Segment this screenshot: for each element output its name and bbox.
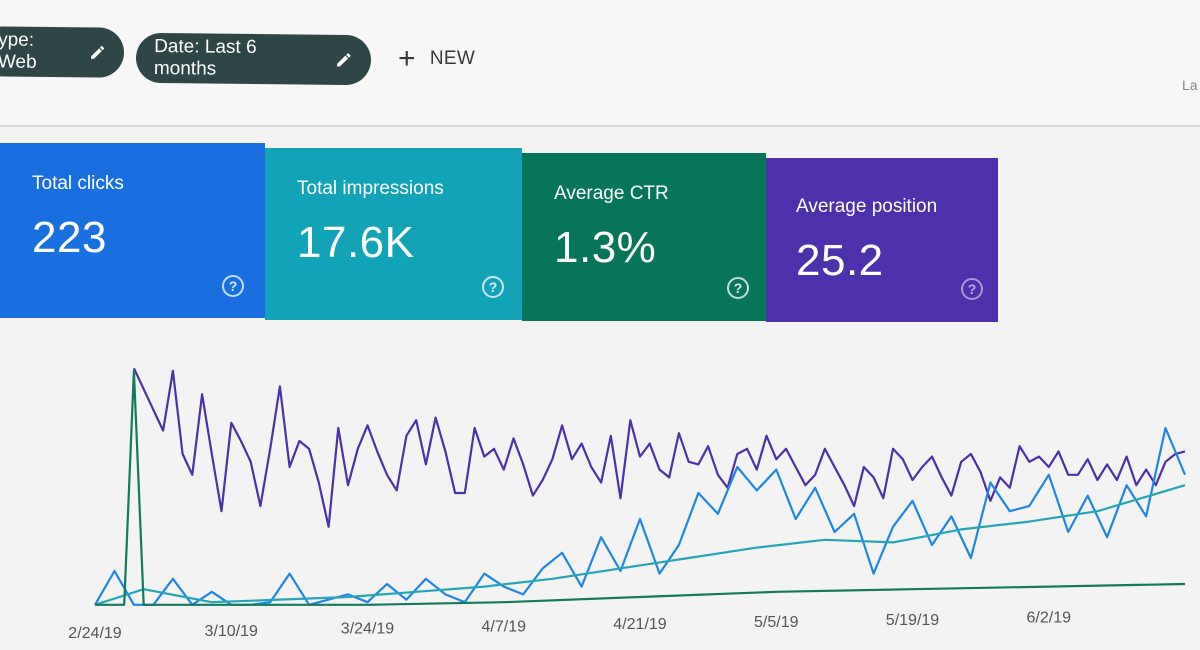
question-mark-circle-icon[interactable]: ? xyxy=(727,277,749,299)
metric-label: Total impressions xyxy=(297,178,444,199)
x-tick-label: 5/5/19 xyxy=(754,614,799,631)
type-filter-chip[interactable]: ype: Web xyxy=(0,26,125,78)
pencil-icon[interactable] xyxy=(89,43,106,61)
pencil-icon[interactable] xyxy=(335,51,353,69)
metric-label: Total clicks xyxy=(32,173,124,194)
series-line-3 xyxy=(95,369,1186,606)
metric-label: Average CTR xyxy=(554,183,669,204)
x-tick-label: 5/19/19 xyxy=(886,612,939,629)
total-impressions-card[interactable]: Total impressions 17.6K ? xyxy=(265,148,522,320)
question-mark-circle-icon[interactable]: ? xyxy=(961,278,983,300)
series-line-1 xyxy=(94,426,1187,606)
x-tick-label: 4/21/19 xyxy=(613,616,666,633)
new-filter-button[interactable]: + NEW xyxy=(398,42,476,75)
filter-bar: ype: Web Date: Last 6 months + NEW La xyxy=(0,0,1200,127)
date-filter-label: Date: Last 6 months xyxy=(153,35,257,80)
average-ctr-card[interactable]: Average CTR 1.3% ? xyxy=(522,153,766,321)
metric-value: 1.3% xyxy=(554,223,657,272)
type-filter-label: ype: Web xyxy=(0,29,37,73)
performance-chart: 2/24/19 3/10/19 3/24/19 4/7/19 4/21/19 5/5/19… xyxy=(0,330,1200,650)
series-line-2 xyxy=(94,484,1186,606)
x-tick-label: 4/7/19 xyxy=(482,618,527,635)
question-mark-circle-icon[interactable]: ? xyxy=(222,275,244,297)
total-clicks-card[interactable]: Total clicks 223 ? xyxy=(0,143,265,318)
series-line-0 xyxy=(132,367,1186,528)
metric-value: 17.6K xyxy=(297,218,415,267)
last-updated-text: La xyxy=(1182,77,1198,93)
metric-value: 25.2 xyxy=(796,236,884,285)
metric-label: Average position xyxy=(796,196,938,217)
average-position-card[interactable]: Average position 25.2 ? xyxy=(766,158,998,322)
date-filter-chip[interactable]: Date: Last 6 months xyxy=(135,32,372,86)
line-chart-svg: 2/24/19 3/10/19 3/24/19 4/7/19 4/21/19 5/5/19… xyxy=(68,367,1187,642)
new-filter-label: NEW xyxy=(429,48,476,69)
x-tick-label: 3/10/19 xyxy=(205,623,258,640)
question-mark-circle-icon[interactable]: ? xyxy=(482,276,504,298)
x-tick-label: 3/24/19 xyxy=(341,621,394,638)
x-tick-label: 2/24/19 xyxy=(68,625,121,642)
plus-icon: + xyxy=(398,42,416,75)
metric-value: 223 xyxy=(32,213,107,262)
x-tick-label: 6/2/19 xyxy=(1027,610,1072,627)
